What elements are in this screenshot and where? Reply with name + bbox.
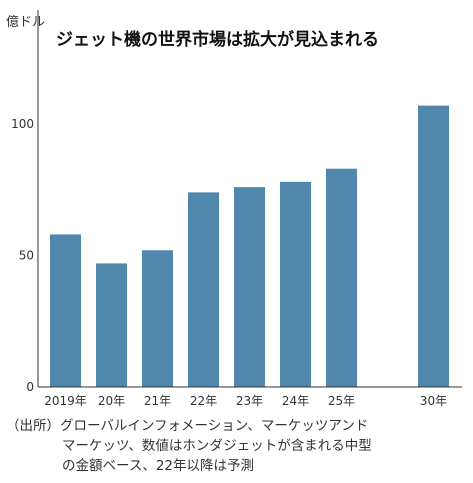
x-tick-label: 2019年 [44, 394, 87, 408]
bar [234, 187, 265, 387]
x-tick-label: 20年 [98, 394, 125, 408]
chart-title: ジェット機の世界市場は拡大が見込まれる [56, 29, 379, 50]
y-tick-label: 50 [19, 249, 34, 263]
x-tick-label: 22年 [190, 394, 217, 408]
source-note-line-2: マーケッツ、数値はホンダジェットが含まれる中型 [62, 438, 372, 454]
x-tick-label: 24年 [282, 394, 309, 408]
bar [188, 192, 219, 387]
source-note-line-3: の金額ベース、22年以降は予測 [62, 458, 255, 474]
y-tick-label: 0 [26, 380, 34, 394]
bars-group [50, 105, 449, 387]
bar [96, 263, 127, 387]
bar [326, 168, 357, 387]
y-axis-unit-label: 億ドル [6, 14, 45, 30]
x-tick-label: 23年 [236, 394, 263, 408]
bar [142, 250, 173, 387]
x-tick-label: 25年 [328, 394, 355, 408]
bar [280, 181, 311, 387]
x-tick-labels: 2019年 20年 21年 22年 23年 24年 25年 30年 [44, 394, 447, 408]
source-note: （出所）グローバルインフォメーション、マーケッツアンド マーケッツ、数値はホンダ… [6, 416, 468, 476]
x-tick-label: 30年 [420, 394, 447, 408]
source-note-line-1: （出所）グローバルインフォメーション、マーケッツアンド [6, 418, 369, 434]
y-tick-label: 100 [11, 117, 34, 131]
bar [418, 105, 449, 387]
y-tick-labels: 0 50 100 [11, 117, 34, 394]
bar [50, 234, 81, 387]
x-tick-label: 21年 [144, 394, 171, 408]
